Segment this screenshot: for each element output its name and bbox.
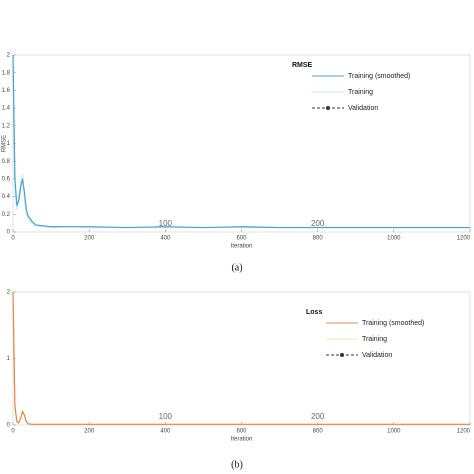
y-tick-label: 0.4 [2,194,11,200]
x-tick-label: 800 [313,236,324,242]
y-tick-label: 2 [7,290,11,296]
legend-title: Loss [306,309,322,316]
x-tick-label: 800 [313,429,324,435]
y-tick-label: 1.2 [2,123,11,129]
series-line [12,54,470,229]
x-tick-label: 1000 [387,429,401,435]
legend-label: Training (smoothed) [362,320,424,327]
legend-label: Validation [348,105,378,112]
x-tick-label: 200 [84,236,95,242]
x-axis-label: Iteration [231,437,253,443]
caption: (a) [231,262,242,273]
series-line [12,291,470,425]
y-tick-label: 2 [7,53,11,59]
y-tick-label: 1.4 [2,106,11,112]
annotation: 100 [159,219,173,228]
y-tick-label: 0 [7,230,11,236]
series-line [12,291,470,425]
y-tick-label: 0 [7,423,11,429]
annotation: 100 [159,412,173,421]
legend-label: Validation [362,352,392,359]
x-tick-label: 600 [236,429,247,435]
y-tick-label: 1 [7,356,11,362]
x-tick-label: 600 [236,236,247,242]
x-tick-label: 1200 [457,236,471,242]
x-tick-label: 1000 [387,236,401,242]
legend-marker [340,353,344,357]
y-tick-label: 0.6 [2,176,11,182]
plot-frame [12,291,471,426]
x-tick-label: 1200 [457,429,471,435]
annotation: 200 [311,219,325,228]
y-axis-label: RMSE [2,135,8,152]
y-tick-label: 0.2 [2,212,11,218]
x-tick-label: 400 [160,429,171,435]
legend-title: RMSE [292,62,313,69]
x-tick-label: 400 [160,236,171,242]
x-tick-label: 0 [11,429,15,435]
legend-label: Training [348,89,373,96]
y-tick-label: 0.8 [2,159,11,165]
series-line [12,54,470,229]
legend-label: Training [362,336,387,343]
annotation: 200 [311,412,325,421]
y-tick-label: 1 [7,141,11,147]
plot-frame [12,54,471,233]
y-tick-label: 1.6 [2,88,11,94]
y-tick-label: 1.8 [2,70,11,76]
legend-label: Training (smoothed) [348,73,410,80]
caption: (b) [231,459,243,470]
x-tick-label: 0 [11,236,15,242]
legend-marker [326,106,330,110]
x-axis-label: Iteration [231,244,253,250]
x-tick-label: 200 [84,429,95,435]
